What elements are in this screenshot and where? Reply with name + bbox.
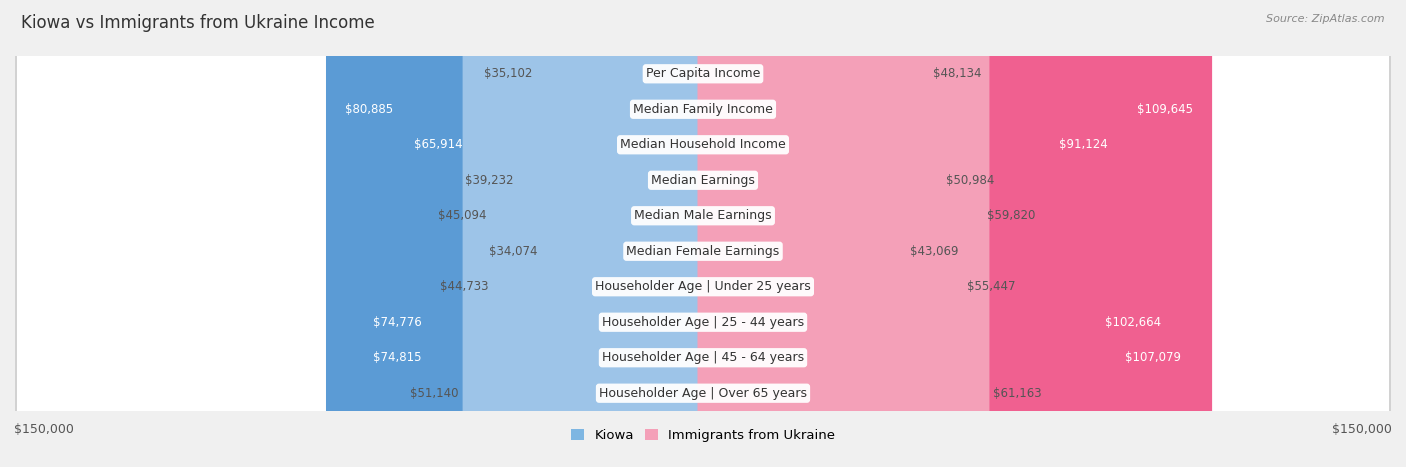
Text: Per Capita Income: Per Capita Income	[645, 67, 761, 80]
FancyBboxPatch shape	[17, 0, 1389, 467]
Text: $44,733: $44,733	[440, 280, 488, 293]
FancyBboxPatch shape	[463, 0, 709, 467]
Legend: Kiowa, Immigrants from Ukraine: Kiowa, Immigrants from Ukraine	[565, 424, 841, 447]
FancyBboxPatch shape	[326, 0, 709, 467]
FancyBboxPatch shape	[536, 0, 709, 467]
Text: $74,815: $74,815	[373, 351, 422, 364]
FancyBboxPatch shape	[697, 0, 1201, 467]
FancyBboxPatch shape	[697, 0, 1180, 467]
FancyBboxPatch shape	[17, 0, 1389, 467]
Text: Kiowa vs Immigrants from Ukraine Income: Kiowa vs Immigrants from Ukraine Income	[21, 14, 375, 32]
Text: $51,140: $51,140	[411, 387, 458, 400]
FancyBboxPatch shape	[17, 0, 1389, 467]
FancyBboxPatch shape	[354, 0, 709, 467]
Text: Householder Age | 45 - 64 years: Householder Age | 45 - 64 years	[602, 351, 804, 364]
Text: $65,914: $65,914	[413, 138, 463, 151]
FancyBboxPatch shape	[491, 0, 709, 467]
FancyBboxPatch shape	[492, 0, 709, 467]
Text: Median Male Earnings: Median Male Earnings	[634, 209, 772, 222]
Text: $35,102: $35,102	[484, 67, 533, 80]
FancyBboxPatch shape	[697, 0, 929, 467]
Text: $34,074: $34,074	[489, 245, 537, 258]
Text: Householder Age | Over 65 years: Householder Age | Over 65 years	[599, 387, 807, 400]
Text: $48,134: $48,134	[934, 67, 981, 80]
Text: Source: ZipAtlas.com: Source: ZipAtlas.com	[1267, 14, 1385, 24]
FancyBboxPatch shape	[517, 0, 709, 467]
FancyBboxPatch shape	[541, 0, 709, 467]
FancyBboxPatch shape	[354, 0, 709, 467]
Text: $43,069: $43,069	[910, 245, 959, 258]
Text: $74,776: $74,776	[374, 316, 422, 329]
Text: $55,447: $55,447	[967, 280, 1015, 293]
FancyBboxPatch shape	[17, 0, 1389, 467]
Text: $59,820: $59,820	[987, 209, 1035, 222]
FancyBboxPatch shape	[697, 0, 942, 467]
Text: $80,885: $80,885	[346, 103, 394, 116]
Text: $109,645: $109,645	[1137, 103, 1192, 116]
FancyBboxPatch shape	[17, 0, 1389, 467]
FancyBboxPatch shape	[17, 0, 1389, 467]
Text: Median Earnings: Median Earnings	[651, 174, 755, 187]
Text: Median Family Income: Median Family Income	[633, 103, 773, 116]
FancyBboxPatch shape	[697, 0, 907, 467]
FancyBboxPatch shape	[697, 0, 963, 467]
FancyBboxPatch shape	[697, 0, 1128, 467]
Text: $61,163: $61,163	[993, 387, 1042, 400]
Text: $45,094: $45,094	[439, 209, 486, 222]
FancyBboxPatch shape	[697, 0, 990, 467]
Text: $39,232: $39,232	[465, 174, 513, 187]
Text: $107,079: $107,079	[1125, 351, 1181, 364]
Text: Median Household Income: Median Household Income	[620, 138, 786, 151]
FancyBboxPatch shape	[697, 0, 1212, 467]
Text: Householder Age | Under 25 years: Householder Age | Under 25 years	[595, 280, 811, 293]
FancyBboxPatch shape	[395, 0, 709, 467]
FancyBboxPatch shape	[17, 0, 1389, 467]
FancyBboxPatch shape	[17, 0, 1389, 467]
FancyBboxPatch shape	[17, 0, 1389, 467]
Text: Householder Age | 25 - 44 years: Householder Age | 25 - 44 years	[602, 316, 804, 329]
Text: $150,000: $150,000	[14, 424, 75, 436]
Text: $50,984: $50,984	[946, 174, 994, 187]
FancyBboxPatch shape	[17, 0, 1389, 467]
FancyBboxPatch shape	[697, 0, 983, 467]
Text: $102,664: $102,664	[1105, 316, 1161, 329]
Text: $150,000: $150,000	[1331, 424, 1392, 436]
Text: $91,124: $91,124	[1059, 138, 1108, 151]
Text: Median Female Earnings: Median Female Earnings	[627, 245, 779, 258]
